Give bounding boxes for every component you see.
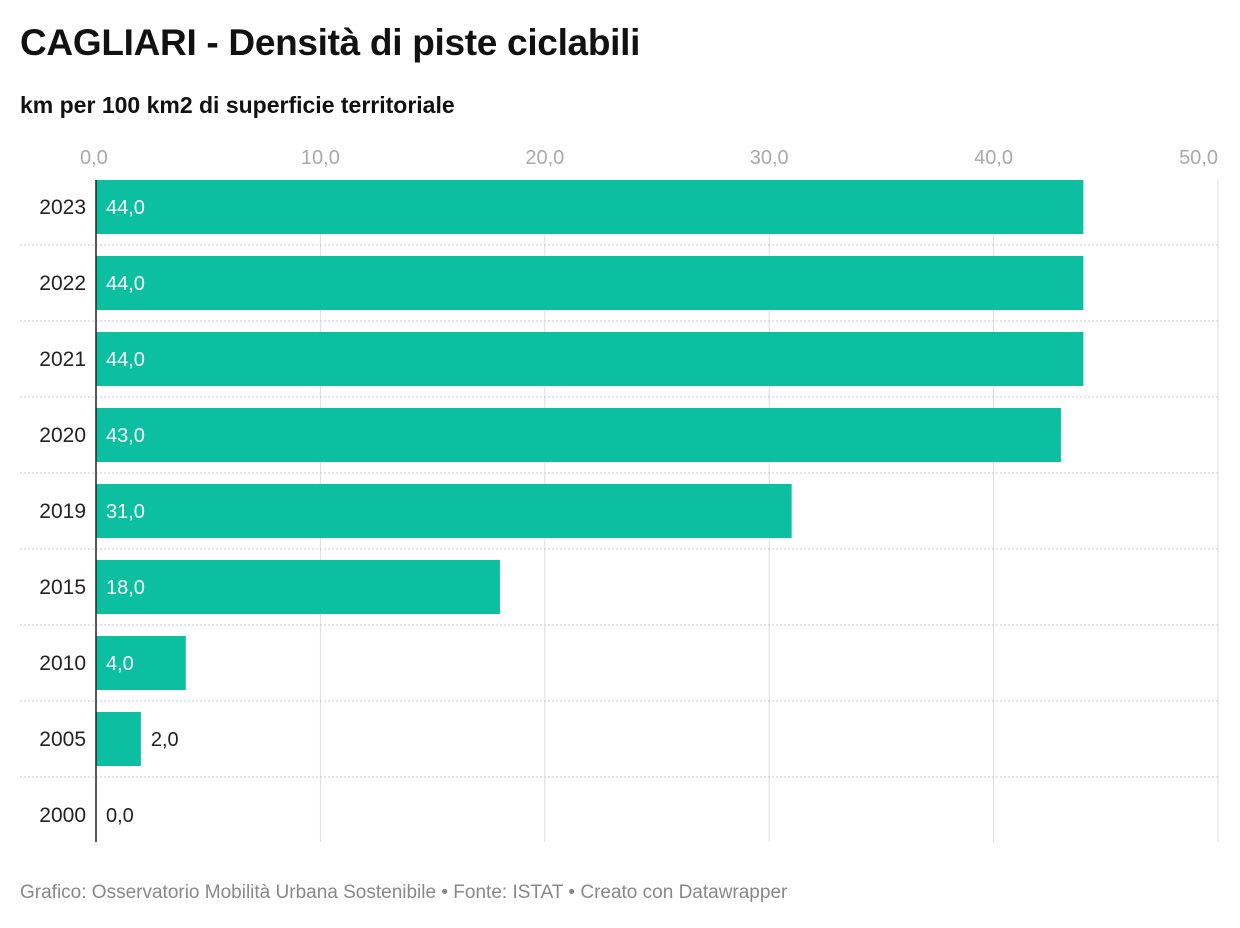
value-label: 44,0	[106, 197, 145, 219]
category-label: 2020	[39, 424, 86, 447]
x-tick-label: 40,0	[974, 147, 1013, 169]
value-labels: 44,0 44,0 44,0 43,0 31,0 18,0 4,0 2,0 0,0	[106, 197, 179, 827]
bar-2022	[96, 256, 1084, 310]
category-label: 2005	[39, 728, 86, 751]
value-label: 4,0	[106, 653, 134, 675]
footer-separator: •	[568, 882, 576, 903]
chart-subtitle: km per 100 km2 di superficie territorial…	[20, 92, 455, 118]
category-label: 2015	[39, 576, 86, 599]
x-tick-label: 30,0	[750, 147, 789, 169]
value-label: 18,0	[106, 577, 145, 599]
category-labels: 2023 2022 2021 2020 2019 2015 2010 2005 2000	[39, 196, 86, 827]
x-tick-labels: 0,0 10,0 20,0 30,0 40,0 50,0	[80, 147, 1218, 169]
x-tick-label: 0,0	[80, 147, 108, 169]
value-label: 43,0	[106, 425, 145, 447]
value-label: 2,0	[151, 729, 179, 751]
bar-2023	[96, 180, 1084, 234]
x-tick-label: 50,0	[1179, 147, 1218, 169]
x-tick-label: 10,0	[301, 147, 340, 169]
value-label: 0,0	[106, 805, 134, 827]
footer-credit: Grafico: Osservatorio Mobilità Urbana So…	[20, 882, 437, 903]
category-label: 2021	[39, 348, 86, 371]
chart-footer: Grafico: Osservatorio Mobilità Urbana So…	[20, 882, 787, 904]
bar-2005	[96, 712, 141, 766]
bar-chart: 0,0 10,0 20,0 30,0 40,0 50,0 2023 2022 2021 2020…	[20, 147, 1219, 842]
value-label: 31,0	[106, 501, 145, 523]
value-label: 44,0	[106, 349, 145, 371]
chart-title: CAGLIARI - Densità di piste ciclabili	[20, 22, 641, 63]
bar-2015	[96, 560, 500, 614]
x-tick-label: 20,0	[525, 147, 564, 169]
category-label: 2010	[39, 652, 86, 675]
bar-2010	[96, 636, 186, 690]
bar-2021	[96, 332, 1084, 386]
footer-separator: •	[441, 882, 449, 903]
footer-tool: Creato con Datawrapper	[580, 882, 788, 903]
bar-2020	[96, 408, 1061, 462]
footer-source: Fonte: ISTAT	[453, 882, 564, 903]
bar-2019	[96, 484, 792, 538]
category-label: 2019	[39, 500, 86, 523]
value-label: 44,0	[106, 273, 145, 295]
bars	[96, 180, 1084, 766]
category-label: 2000	[39, 804, 86, 827]
category-label: 2023	[39, 196, 86, 219]
category-label: 2022	[39, 272, 86, 295]
